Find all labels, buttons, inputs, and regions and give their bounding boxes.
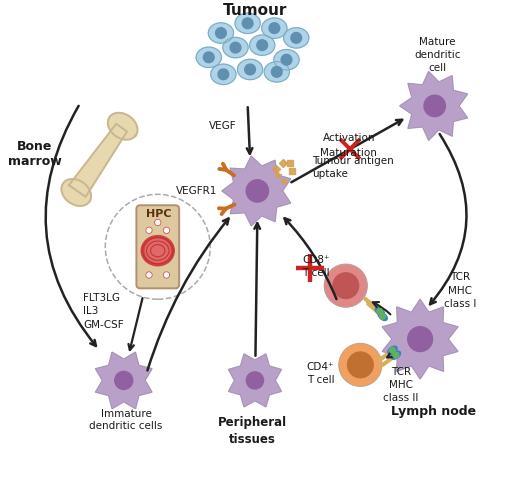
Ellipse shape (262, 18, 287, 39)
Circle shape (339, 344, 382, 386)
Text: VEGFR1: VEGFR1 (176, 186, 218, 196)
Ellipse shape (237, 59, 263, 80)
Polygon shape (382, 299, 458, 379)
Text: TCR
MHC
class I: TCR MHC class I (444, 272, 477, 309)
Circle shape (281, 54, 292, 65)
Circle shape (242, 18, 253, 29)
Circle shape (333, 273, 359, 299)
Ellipse shape (235, 13, 260, 34)
Circle shape (424, 95, 445, 117)
Circle shape (257, 40, 268, 50)
Text: CD8⁺
T cell: CD8⁺ T cell (302, 255, 329, 278)
Text: VEGF: VEGF (209, 121, 236, 131)
Circle shape (246, 372, 264, 389)
Circle shape (115, 371, 133, 389)
Ellipse shape (264, 61, 289, 82)
Text: Bone
marrow: Bone marrow (8, 141, 62, 168)
Polygon shape (400, 71, 468, 141)
Text: Peripheral
tissues: Peripheral tissues (218, 416, 287, 447)
Circle shape (163, 272, 170, 278)
Polygon shape (95, 352, 152, 408)
Circle shape (272, 66, 282, 77)
Circle shape (218, 69, 229, 80)
Circle shape (347, 352, 373, 378)
Ellipse shape (388, 346, 397, 354)
Text: Mature
dendritic
cell: Mature dendritic cell (414, 37, 461, 73)
Polygon shape (69, 124, 127, 197)
Circle shape (245, 64, 256, 75)
Ellipse shape (378, 312, 387, 321)
Text: CD4⁺
T cell: CD4⁺ T cell (307, 362, 334, 385)
Circle shape (291, 33, 301, 43)
Circle shape (324, 264, 367, 307)
Text: Lymph node: Lymph node (391, 406, 476, 419)
Polygon shape (222, 156, 291, 226)
Circle shape (380, 313, 386, 319)
Text: HPC: HPC (146, 209, 172, 219)
Ellipse shape (249, 35, 275, 55)
Polygon shape (228, 354, 281, 407)
FancyBboxPatch shape (136, 205, 179, 288)
Ellipse shape (211, 64, 236, 84)
Text: FLT3LG
IL3
GM-CSF: FLT3LG IL3 GM-CSF (83, 293, 124, 329)
Ellipse shape (274, 50, 299, 70)
Circle shape (105, 194, 210, 299)
Ellipse shape (196, 47, 221, 67)
Text: Immature
dendritic cells: Immature dendritic cells (89, 409, 163, 431)
Circle shape (230, 42, 241, 53)
Circle shape (216, 28, 226, 39)
Ellipse shape (391, 351, 400, 359)
Ellipse shape (284, 28, 309, 48)
Text: Tumour: Tumour (223, 2, 287, 18)
Polygon shape (108, 113, 137, 140)
Text: TCR
MHC
class II: TCR MHC class II (383, 367, 418, 404)
Circle shape (246, 180, 269, 202)
Text: Maturation: Maturation (320, 148, 377, 158)
Circle shape (389, 347, 395, 353)
Circle shape (146, 272, 152, 278)
Ellipse shape (145, 239, 170, 263)
Ellipse shape (141, 236, 174, 266)
Circle shape (269, 23, 280, 34)
Circle shape (155, 219, 161, 225)
Ellipse shape (375, 307, 384, 316)
Text: Tumour antigen
uptake: Tumour antigen uptake (312, 156, 393, 179)
Circle shape (163, 227, 170, 233)
Ellipse shape (208, 23, 233, 43)
Circle shape (408, 326, 432, 351)
Circle shape (146, 227, 152, 233)
Polygon shape (62, 179, 91, 206)
Circle shape (377, 308, 383, 314)
Circle shape (204, 52, 214, 62)
Ellipse shape (223, 38, 248, 58)
Text: Activation: Activation (323, 133, 375, 143)
Circle shape (393, 352, 399, 358)
